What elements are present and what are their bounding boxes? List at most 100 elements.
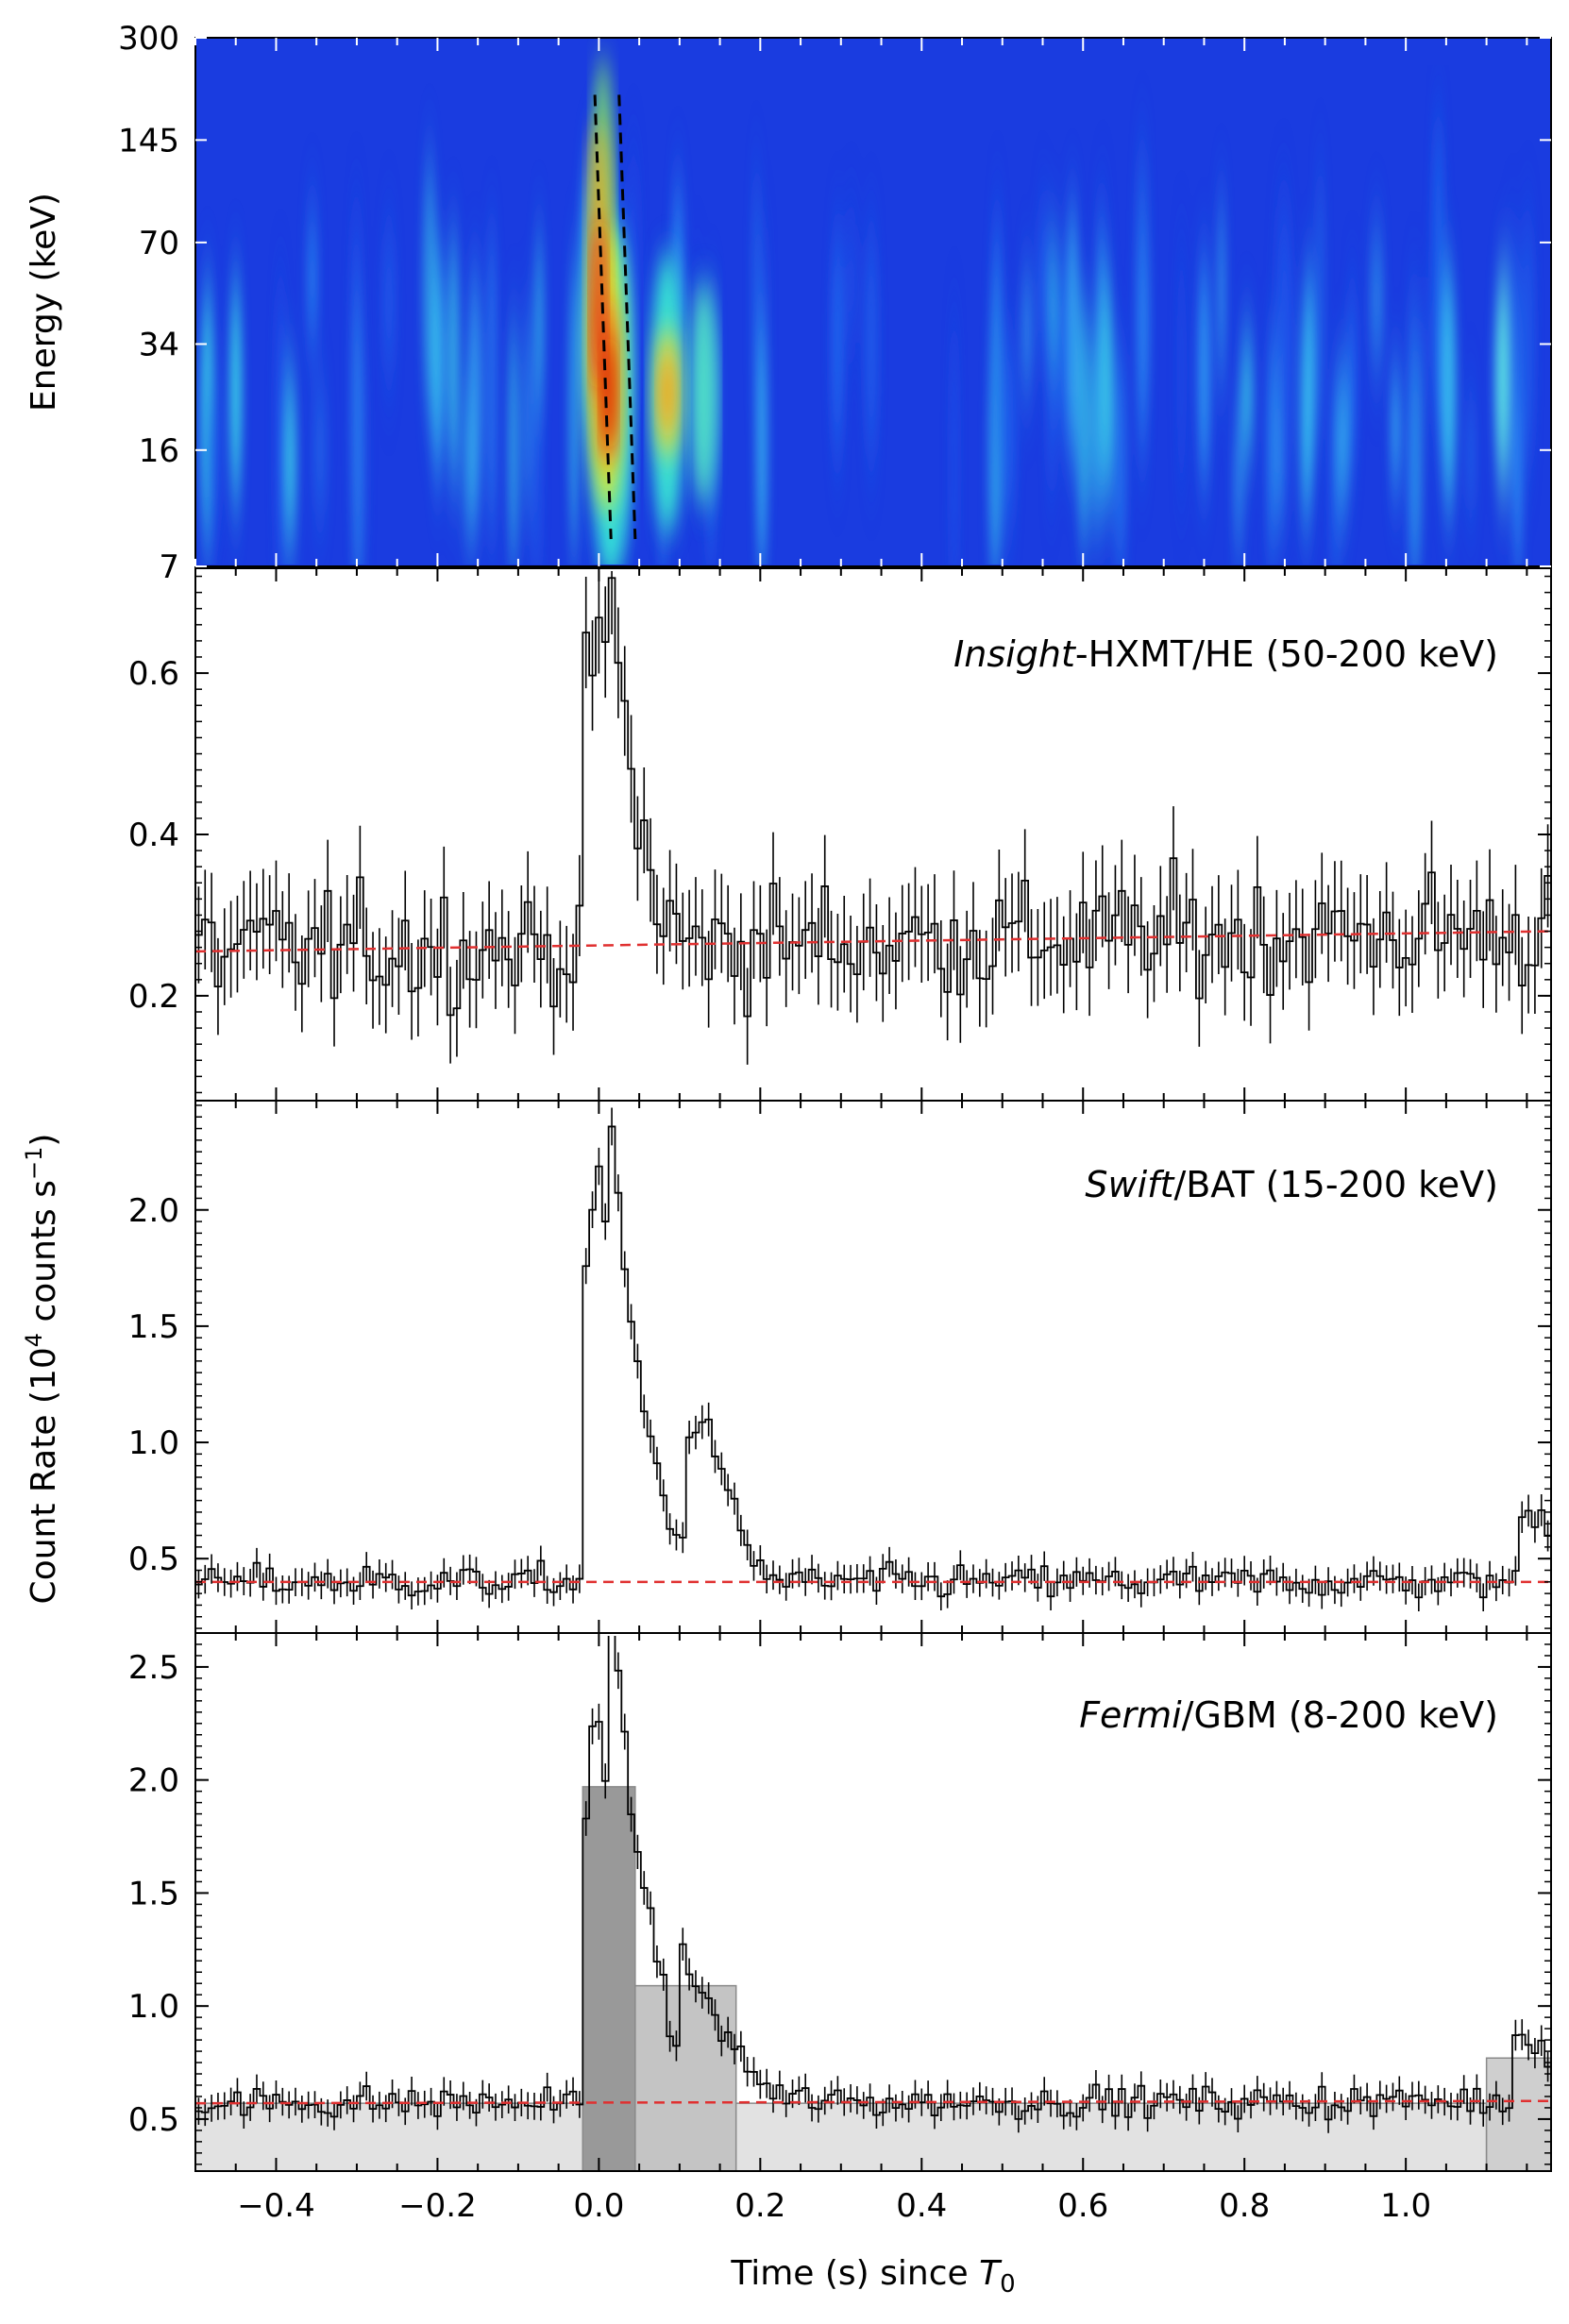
noise-streak <box>507 319 519 564</box>
bat-tick-label: 1.5 <box>128 1308 179 1346</box>
hxmt-plot-area <box>195 568 1551 1101</box>
noise-streak <box>751 171 761 420</box>
gbm-light-curve <box>195 1636 1551 2121</box>
noise-streak <box>1390 368 1402 491</box>
noise-streak <box>467 270 482 533</box>
noise-streak <box>1520 217 1536 470</box>
hxmt-background-fit <box>195 930 1551 953</box>
noise-streak <box>568 255 581 560</box>
spectrogram-panel: 300 145 70 34 16 7 Energy (keV) <box>25 20 1552 586</box>
noise-streak <box>1217 199 1226 388</box>
noise-streak <box>831 231 844 457</box>
energy-tick-label: 16 <box>139 432 179 470</box>
noise-streak <box>1302 268 1316 496</box>
hxmt-band: -HXMT/HE (50-200 keV) <box>1075 633 1498 675</box>
noise-streak <box>1049 228 1058 373</box>
noise-streak <box>1021 273 1033 392</box>
gbm-band: /GBM (8-200 keV) <box>1182 1694 1498 1736</box>
noise-streak <box>1135 144 1150 417</box>
gbm-shaded-block <box>582 1786 636 2170</box>
time-tick-label: 0.2 <box>734 2187 785 2225</box>
gbm-tick-label: 0.5 <box>128 2101 179 2139</box>
hxmt-instrument-name: Insight <box>953 633 1077 675</box>
noise-streak <box>306 213 319 345</box>
noise-streak <box>1417 294 1431 412</box>
gbm-frame <box>194 1632 1552 2172</box>
energy-axis-label: Energy (keV) <box>25 193 63 412</box>
gbm-tick-label: 1.5 <box>128 1875 179 1912</box>
noise-streak <box>1055 260 1070 440</box>
noise-streak <box>447 235 461 489</box>
bat-panel: 0.5 1.0 1.5 2.0 Swift/BAT (15-200 keV) <box>128 1100 1552 1634</box>
noise-streak <box>1408 285 1418 564</box>
noise-streak <box>381 228 396 378</box>
noise-streak <box>1495 268 1510 496</box>
noise-streak <box>1335 363 1351 515</box>
bat-plot-area <box>195 1101 1551 1633</box>
gbm-shaded-block <box>195 2102 584 2170</box>
hxmt-tick-label: 0.6 <box>128 655 179 693</box>
noise-streak <box>990 236 1002 487</box>
gbm-tick-label: 2.5 <box>128 1649 179 1687</box>
bat-instrument-name: Swift <box>1085 1164 1175 1205</box>
noise-streak <box>284 369 297 550</box>
gbm-axis-ticks: 0.5 1.0 1.5 2.0 2.5 <box>128 1632 1551 2171</box>
noise-streak <box>1464 397 1476 513</box>
noise-streak <box>312 381 329 517</box>
noise-streak <box>1232 413 1245 554</box>
time-axis-label-text: Time (s) since <box>730 2254 979 2293</box>
noise-streak <box>1273 201 1287 410</box>
time-axis-tick-labels: −0.4 −0.2 0.0 0.2 0.4 0.6 0.8 1.0 <box>237 2187 1431 2225</box>
gbm-instrument-name: Fermi <box>1079 1694 1182 1736</box>
time-tick-label: −0.2 <box>398 2187 477 2225</box>
bat-band: /BAT (15-200 keV) <box>1173 1164 1498 1205</box>
noise-streak <box>950 320 958 564</box>
gbm-tick-label: 1.0 <box>128 1988 179 2026</box>
time-tick-label: −0.4 <box>237 2187 315 2225</box>
burst-emission <box>602 336 615 450</box>
time-axis-label-subscript: 0 <box>1000 2270 1016 2299</box>
count-rate-label-pre: Count Rate (10 <box>25 1347 63 1604</box>
noise-streak <box>1439 268 1453 496</box>
time-tick-label: 0.0 <box>573 2187 624 2225</box>
noise-streak <box>1038 209 1048 362</box>
time-axis-label: Time (s) since T0 <box>730 2254 1015 2299</box>
count-rate-label-mid: counts s <box>25 1180 63 1333</box>
gbm-shaded-block <box>634 1984 737 2170</box>
burst-emission <box>661 355 675 431</box>
gbm-panel: 0.5 1.0 1.5 2.0 2.5 Fermi/GBM (8-200 keV) <box>128 1632 1552 2172</box>
energy-tick-label: 145 <box>118 122 179 160</box>
hxmt-tick-label: 0.4 <box>128 817 179 854</box>
noise-streak <box>1197 258 1211 485</box>
hxmt-axis-ticks: 0.2 0.4 0.6 <box>128 568 1551 1101</box>
noise-streak <box>1513 383 1523 564</box>
count-rate-label-exponent-2: −1 <box>21 1147 47 1180</box>
time-tick-label: 0.6 <box>1057 2187 1108 2225</box>
bat-axis-ticks: 0.5 1.0 1.5 2.0 <box>128 1101 1551 1633</box>
noise-streak <box>1100 279 1114 507</box>
time-tick-label: 1.0 <box>1380 2187 1431 2225</box>
noise-streak <box>1176 243 1187 501</box>
spectrogram-frame <box>194 37 1552 567</box>
gbm-label: Fermi/GBM (8-200 keV) <box>1079 1694 1498 1736</box>
noise-streak <box>275 287 287 564</box>
noise-streak <box>1065 209 1080 463</box>
count-rate-label-post: ) <box>25 1134 63 1147</box>
burst-emission <box>593 219 605 390</box>
count-rate-axis-label: Count Rate (104 counts s−1) <box>21 1134 63 1605</box>
noise-streak <box>523 306 531 519</box>
noise-streak <box>1369 231 1384 368</box>
bat-tick-label: 0.5 <box>128 1541 179 1578</box>
gbm-plot-area <box>195 1633 1551 2171</box>
time-tick-label: 0.4 <box>896 2187 947 2225</box>
noise-streak <box>1315 168 1325 441</box>
time-tick-label: 0.8 <box>1219 2187 1270 2225</box>
energy-tick-label: 7 <box>159 548 179 586</box>
noise-streak <box>430 248 445 476</box>
noise-streak <box>1076 298 1091 545</box>
spectrogram-noise-streaks <box>199 115 1536 564</box>
noise-streak <box>351 295 363 564</box>
bat-tick-label: 2.0 <box>128 1192 179 1230</box>
noise-streak <box>1000 328 1018 535</box>
